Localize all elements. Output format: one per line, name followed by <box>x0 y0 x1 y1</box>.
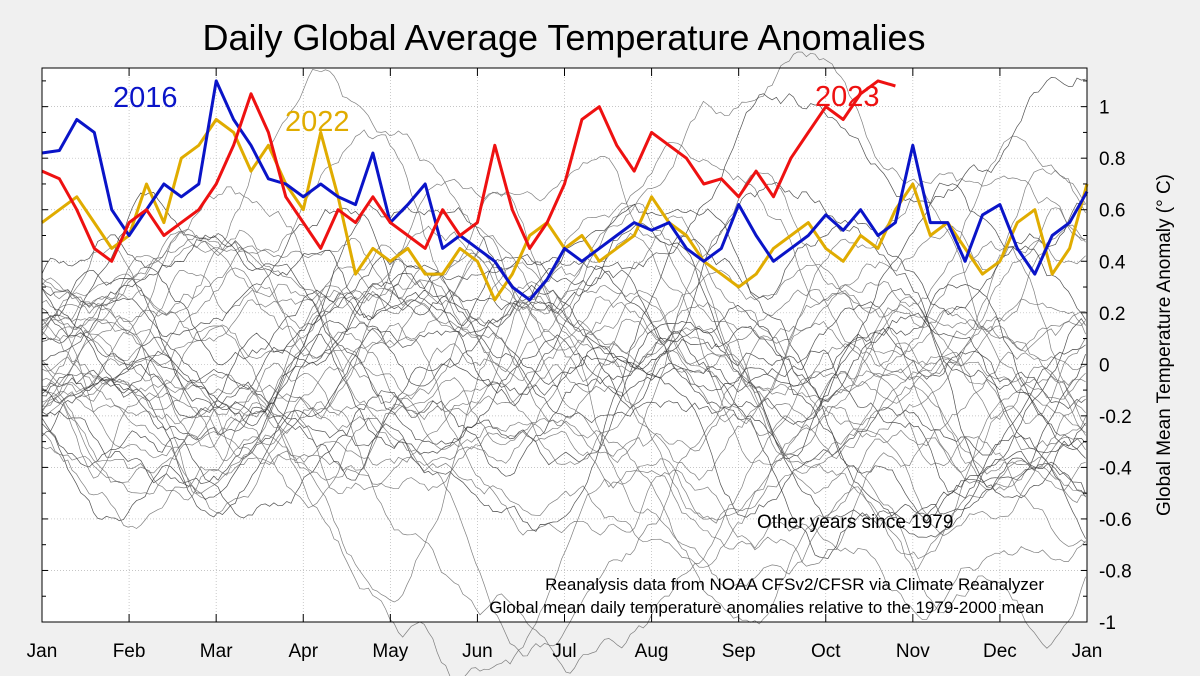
other-year-line <box>41 343 1086 647</box>
chart-title: Daily Global Average Temperature Anomali… <box>202 17 925 58</box>
other-years-lines <box>41 51 1086 676</box>
other-year-line <box>41 77 1086 419</box>
other-year-line <box>41 181 1086 396</box>
y-tick-label: 1 <box>1099 98 1110 119</box>
other-year-line <box>41 129 1086 425</box>
other-year-line <box>41 68 1086 464</box>
series-label-2023: 2023 <box>815 81 880 113</box>
y-tick-label: -0.2 <box>1099 407 1132 428</box>
x-tick-label: May <box>372 641 408 662</box>
series-label-2022: 2022 <box>285 106 350 138</box>
x-tick-label: Aug <box>635 641 669 662</box>
y-tick-label: -0.4 <box>1099 458 1132 479</box>
other-year-line <box>41 135 1086 463</box>
other-year-line <box>41 51 1086 509</box>
y-tick-label: 0.6 <box>1099 201 1125 222</box>
other-year-line <box>41 290 1086 485</box>
series-line-2023 <box>41 79 896 263</box>
series-line-2016 <box>41 79 1089 302</box>
other-year-line <box>41 322 1086 621</box>
x-tick-label: Apr <box>288 641 318 662</box>
x-tick-label: Oct <box>811 641 841 662</box>
other-year-line <box>41 207 1086 459</box>
other-year-line <box>41 288 1086 522</box>
other-year-line <box>41 230 1086 455</box>
x-tick-label: Jul <box>552 641 576 662</box>
other-year-line <box>41 222 1086 524</box>
other-year-line <box>41 225 1086 532</box>
y-tick-label: 0.8 <box>1099 149 1125 170</box>
x-tick-label: Jun <box>462 641 493 662</box>
y-tick-label: 0.2 <box>1099 304 1125 325</box>
series-label-2016: 2016 <box>113 82 178 114</box>
highlighted-series <box>41 79 1089 302</box>
other-year-line <box>41 270 1086 459</box>
other-year-line <box>41 182 1086 425</box>
other-year-line <box>41 252 1086 460</box>
y-tick-label: -0.8 <box>1099 561 1132 582</box>
x-tick-label: Jan <box>27 641 58 662</box>
other-year-line <box>41 235 1086 649</box>
other-year-line <box>41 265 1086 538</box>
baseline-note: Global mean daily temperature anomalies … <box>489 598 1044 617</box>
x-tick-label: Feb <box>113 641 146 662</box>
other-year-line <box>41 281 1086 603</box>
other-year-line <box>41 365 1086 539</box>
other-year-line <box>41 215 1086 503</box>
source-note: Reanalysis data from NOAA CFSv2/CFSR via… <box>545 575 1044 594</box>
x-tick-label: Mar <box>200 641 233 662</box>
other-year-line <box>41 203 1086 450</box>
other-year-line <box>41 269 1086 559</box>
other-year-line <box>41 245 1086 625</box>
other-year-line <box>41 326 1086 499</box>
x-tick-label: Jan <box>1072 641 1103 662</box>
y-tick-labels: 1 0.8 0.6 0.4 0.2 0 -0.2 -0.4 -0.6 -0.8 -1 <box>1099 98 1132 634</box>
y-tick-label: 0 <box>1099 355 1110 376</box>
x-tick-label: Dec <box>983 641 1017 662</box>
y-tick-label: 0.4 <box>1099 252 1126 273</box>
other-year-line <box>41 156 1086 501</box>
other-year-line <box>41 192 1086 522</box>
y-tick-label: -1 <box>1099 613 1116 634</box>
other-year-line <box>41 191 1086 589</box>
y-axis-label: Global Mean Temperature Anomaly (° C) <box>1154 174 1175 516</box>
other-year-line <box>41 373 1086 568</box>
x-tick-label: Sep <box>722 641 756 662</box>
other-year-line <box>41 351 1086 567</box>
other-year-line <box>41 224 1086 676</box>
axis-ticks <box>41 68 1088 623</box>
other-year-line <box>41 172 1086 457</box>
other-year-line <box>41 207 1086 514</box>
y-tick-label: -0.6 <box>1099 510 1132 531</box>
x-tick-labels: Jan Feb Mar Apr May Jun Jul Aug Sep Oct Nov Dec Jan <box>27 641 1103 662</box>
x-tick-label: Nov <box>896 641 930 662</box>
other-years-label: Other years since 1979 <box>757 512 953 533</box>
